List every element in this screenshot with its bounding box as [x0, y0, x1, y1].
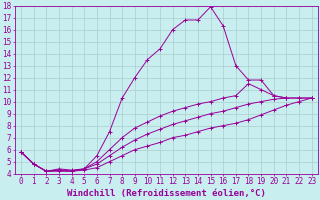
- X-axis label: Windchill (Refroidissement éolien,°C): Windchill (Refroidissement éolien,°C): [67, 189, 266, 198]
